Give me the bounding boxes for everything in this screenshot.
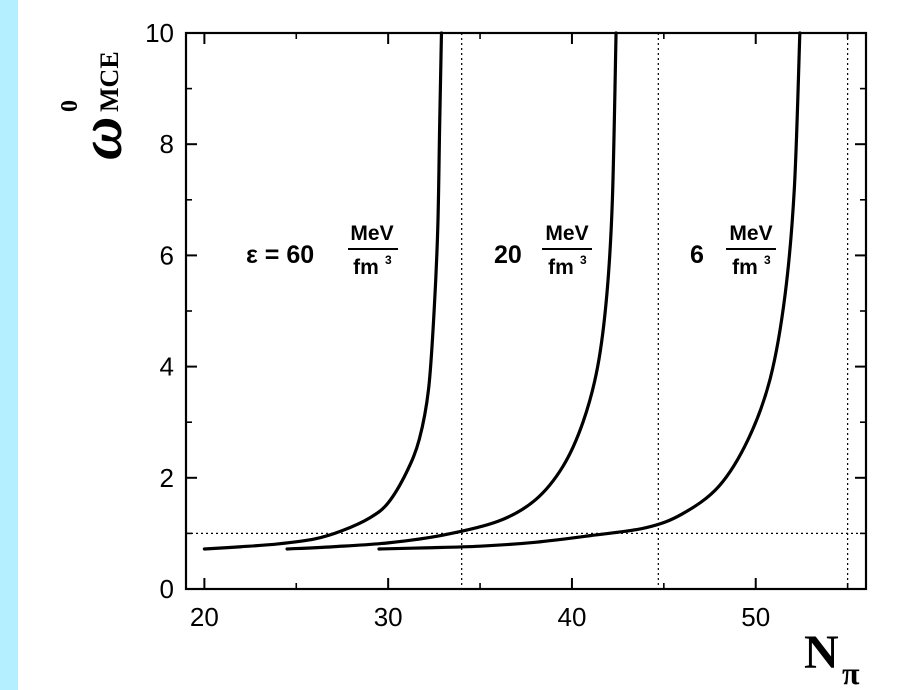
curve-series-0 <box>202 31 444 551</box>
y-tick-label-5: 10 <box>145 18 174 48</box>
axis-ticks: 20 30 40 50 0 2 4 6 8 10 <box>145 18 866 632</box>
x-tick-label-0: 20 <box>190 602 219 632</box>
annotation-6: 6 MeV fm 3 <box>690 222 776 279</box>
annotation-20: 20 MeV fm 3 <box>494 222 592 279</box>
annotation-20-prefix: 20 <box>494 241 522 269</box>
reference-lines <box>186 33 866 589</box>
y-axis-label-subscript: MCE <box>95 51 124 112</box>
curve-series-2 <box>377 31 802 551</box>
x-axis-label-subscript: π <box>842 655 860 690</box>
x-tick-label-2: 40 <box>557 602 586 632</box>
annotation-6-power: 3 <box>764 253 771 267</box>
y-axis-label: ω 0 MCE <box>57 51 134 160</box>
annotation-60: ε = 60 MeV fm 3 <box>246 222 398 279</box>
x-tick-label-1: 30 <box>374 602 403 632</box>
y-axis-label-superscript: 0 <box>57 100 83 112</box>
x-axis-label-symbol: N <box>804 626 839 679</box>
annotation-60-numerator: MeV <box>350 222 393 245</box>
x-axis-label: N π <box>804 626 860 690</box>
annotation-20-numerator: MeV <box>545 222 588 245</box>
x-tick-label-3: 50 <box>741 602 770 632</box>
y-tick-label-4: 8 <box>160 129 174 159</box>
annotation-60-denominator: fm <box>353 256 379 279</box>
annotation-20-power: 3 <box>580 253 587 267</box>
annotation-60-prefix: ε = 60 <box>246 241 314 269</box>
annotation-6-denominator: fm <box>732 256 758 279</box>
y-tick-label-1: 2 <box>160 463 174 493</box>
figure-frame: 20 30 40 50 0 2 4 6 8 10 ε = 60 MeV fm 3 20 MeV f… <box>18 0 920 690</box>
annotation-6-prefix: 6 <box>690 241 704 269</box>
annotation-60-power: 3 <box>385 253 392 267</box>
curve-series-1 <box>285 31 618 551</box>
curves <box>202 31 802 551</box>
annotation-20-denominator: fm <box>548 256 574 279</box>
y-tick-label-3: 6 <box>160 240 174 270</box>
y-tick-label-2: 4 <box>160 352 174 382</box>
y-axis-label-symbol: ω <box>68 117 134 160</box>
y-tick-label-0: 0 <box>160 574 174 604</box>
annotation-6-numerator: MeV <box>729 222 772 245</box>
